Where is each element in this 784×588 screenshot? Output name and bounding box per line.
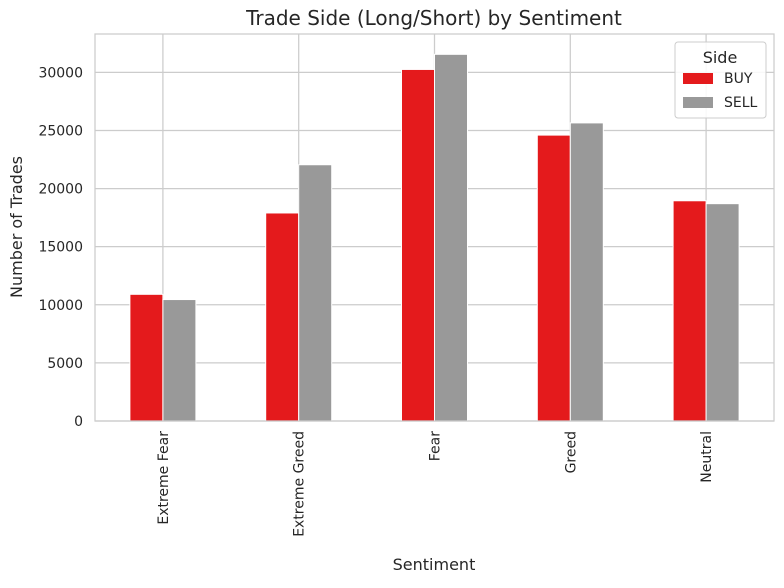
x-tick-label: Fear xyxy=(428,431,444,461)
legend-label-buy: BUY xyxy=(724,71,753,87)
bar-sell-extreme-fear xyxy=(162,299,197,422)
bar-buy-neutral xyxy=(672,200,707,422)
x-tick-label: Neutral xyxy=(699,431,715,483)
x-axis-label: Sentiment xyxy=(393,555,476,574)
y-tick-label: 20000 xyxy=(38,182,83,198)
y-tick-label: 10000 xyxy=(38,298,83,314)
bar-sell-fear xyxy=(434,53,468,422)
y-tick-labels: 0 5000 10000 15000 20000 25000 30000 xyxy=(38,65,83,430)
y-axis-label: Number of Trades xyxy=(7,156,26,298)
y-tick-label: 15000 xyxy=(38,240,83,256)
legend: Side BUY SELL xyxy=(674,41,767,119)
y-tick-label: 0 xyxy=(74,414,83,430)
bar-buy-greed xyxy=(536,134,571,422)
legend-title: Side xyxy=(703,48,738,67)
bar-buy-extreme-greed xyxy=(265,212,300,422)
legend-swatch-sell xyxy=(683,97,713,108)
x-tick-label: Extreme Fear xyxy=(156,431,172,525)
y-tick-label: 30000 xyxy=(38,65,83,81)
bar-buy-fear xyxy=(401,68,435,422)
bar-sell-extreme-greed xyxy=(298,164,333,422)
chart-title: Trade Side (Long/Short) by Sentiment xyxy=(245,6,622,30)
bars xyxy=(129,53,740,422)
bar-sell-greed xyxy=(569,122,604,422)
y-tick-label: 25000 xyxy=(38,123,83,139)
x-tick-labels: Extreme Fear Extreme Greed Fear Greed Neutra… xyxy=(156,431,715,537)
bar-buy-extreme-fear xyxy=(129,293,164,422)
plot-frame xyxy=(94,33,775,422)
bar-sell-neutral xyxy=(705,203,740,422)
y-tick-label: 5000 xyxy=(47,356,83,372)
legend-label-sell: SELL xyxy=(724,95,758,111)
x-tick-label: Greed xyxy=(563,431,579,473)
legend-swatch-buy xyxy=(683,73,713,84)
x-tick-label: Extreme Greed xyxy=(292,431,308,537)
